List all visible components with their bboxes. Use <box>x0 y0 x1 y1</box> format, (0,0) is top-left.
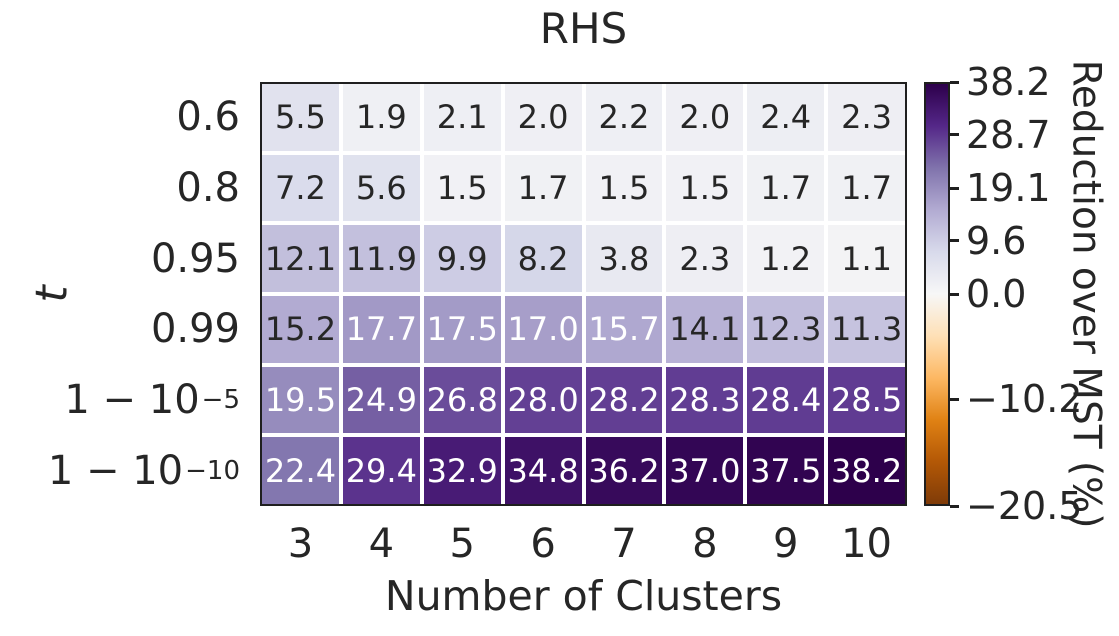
heatmap-cell: 8.2 <box>504 225 582 292</box>
x-tick-label: 4 <box>368 521 395 567</box>
heatmap-cell: 17.0 <box>504 295 582 363</box>
heatmap-cell: 14.1 <box>666 295 744 363</box>
colorbar-tick-label: −10.2 <box>966 377 1083 422</box>
x-axis-label: Number of Clusters <box>384 572 783 620</box>
y-tick-label: 0.99 <box>150 306 240 353</box>
heatmap-cell: 2.1 <box>423 84 501 151</box>
heatmap-cell: 32.9 <box>423 437 501 504</box>
y-tick-labels: 0.6 0.8 0.95 0.99 1 − 10 −5 1 − 10 −10 <box>0 82 240 506</box>
colorbar-tick <box>950 133 959 137</box>
heatmap-cell: 37.5 <box>747 437 825 504</box>
heatmap-cell: 17.7 <box>342 295 420 363</box>
heatmap-cell: 1.5 <box>585 154 663 222</box>
heatmap-cell: 5.5 <box>262 84 339 151</box>
heatmap-cell: 1.2 <box>747 225 825 292</box>
colorbar-tick-label: −20.5 <box>966 484 1083 528</box>
heatmap-cell: 2.4 <box>747 84 825 151</box>
colorbar-tick-label: 0.0 <box>966 272 1027 316</box>
heatmap-cell: 15.2 <box>262 295 339 363</box>
colorbar-tick-label: 9.6 <box>966 218 1027 263</box>
colorbar-tick-label: 28.7 <box>966 112 1051 157</box>
heatmap-cell: 28.2 <box>585 366 663 434</box>
heatmap-cell: 1.7 <box>504 154 582 222</box>
heatmap-cell: 1.5 <box>423 154 501 222</box>
y-tick-label: 0.6 <box>176 94 240 141</box>
heatmap-cell: 5.6 <box>342 154 420 222</box>
y-tick-label: 0.95 <box>150 235 240 282</box>
heatmap-cell: 26.8 <box>423 366 501 434</box>
colorbar-gradient <box>924 82 950 506</box>
colorbar-tick <box>950 186 959 190</box>
heatmap-cell: 34.8 <box>504 437 582 504</box>
colorbar-tick <box>950 239 959 243</box>
colorbar-tick <box>950 397 959 401</box>
colorbar-tick <box>950 80 959 84</box>
x-tick-label: 5 <box>449 521 475 567</box>
heatmap-cell: 2.2 <box>585 84 663 151</box>
heatmap-cell: 12.1 <box>262 225 339 292</box>
heatmap-cell: 1.9 <box>342 84 420 151</box>
heatmap-cell: 24.9 <box>342 366 420 434</box>
heatmap-cell: 38.2 <box>828 437 905 504</box>
heatmap-cell: 19.5 <box>262 366 339 434</box>
x-tick-label: 6 <box>530 521 556 567</box>
heatmap-cell: 7.2 <box>262 154 339 222</box>
heatmap-cell: 1.1 <box>828 225 905 292</box>
heatmap-axes: 5.5 1.9 2.1 2.0 2.2 2.0 2.4 2.3 7.2 5.6 1.5 1.7 1.5 1… <box>260 82 907 506</box>
chart-title: RHS <box>539 4 628 53</box>
heatmap-cell: 1.7 <box>747 154 825 222</box>
heatmap-cell: 11.3 <box>828 295 905 363</box>
heatmap-cell: 36.2 <box>585 437 663 504</box>
heatmap-cell: 2.0 <box>666 84 744 151</box>
heatmap-cell: 3.8 <box>585 225 663 292</box>
y-tick-label: 0.8 <box>176 165 240 211</box>
x-tick-label: 7 <box>611 521 637 567</box>
heatmap-cell: 28.3 <box>666 366 744 434</box>
heatmap-cell: 2.3 <box>828 84 905 151</box>
heatmap-cell: 22.4 <box>262 437 339 504</box>
heatmap-cell: 1.7 <box>828 154 905 222</box>
x-tick-label: 3 <box>287 521 314 567</box>
colorbar-tick <box>950 292 959 296</box>
colorbar-tick <box>950 504 959 508</box>
heatmap-cell: 37.0 <box>666 437 744 504</box>
heatmap-cell: 9.9 <box>423 225 501 292</box>
heatmap-cell: 29.4 <box>342 437 420 504</box>
heatmap-cell: 17.5 <box>423 295 501 363</box>
heatmap-cell: 28.0 <box>504 366 582 434</box>
heatmap-cell: 2.0 <box>504 84 582 151</box>
x-tick-labels: 3 4 5 6 7 8 9 10 <box>260 521 907 567</box>
heatmap-cell: 15.7 <box>585 295 663 363</box>
heatmap-cell: 2.3 <box>666 225 744 292</box>
x-tick-label: 9 <box>772 521 799 567</box>
colorbar-label: Reduction over MST (%) <box>1063 59 1109 529</box>
heatmap-grid: 5.5 1.9 2.1 2.0 2.2 2.0 2.4 2.3 7.2 5.6 1.5 1.7 1.5 1… <box>262 84 905 504</box>
y-tick-label: 1 − 10 −10 <box>47 447 240 494</box>
colorbar-tick-label: 38.2 <box>966 60 1051 104</box>
y-tick-label: 1 − 10 −5 <box>64 377 240 424</box>
heatmap-cell: 12.3 <box>747 295 825 363</box>
heatmap-cell: 28.4 <box>747 366 825 434</box>
colorbar-tick-label: 19.1 <box>966 166 1051 210</box>
heatmap-cell: 11.9 <box>342 225 420 292</box>
heatmap-cell: 1.5 <box>666 154 744 222</box>
x-tick-label: 8 <box>692 521 718 567</box>
x-tick-label: 10 <box>841 521 893 567</box>
heatmap-cell: 28.5 <box>828 366 905 434</box>
